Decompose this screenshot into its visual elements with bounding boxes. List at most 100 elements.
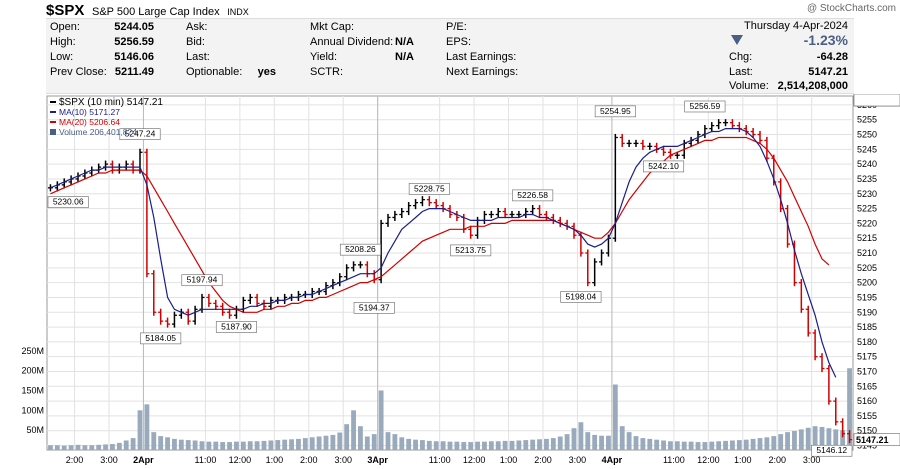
time-tick-label: 3:00 xyxy=(100,455,118,465)
volume-bar xyxy=(116,442,122,450)
annotation-box xyxy=(684,100,726,113)
volume-value: 2,514,208,000 xyxy=(777,80,848,92)
annotation-label: 5208.26 xyxy=(345,244,376,254)
annotation-label: 5213.75 xyxy=(455,245,486,255)
price-tick-label: 5255 xyxy=(857,115,877,125)
volume-bar xyxy=(165,437,170,450)
volume-bar xyxy=(840,430,846,450)
chg-value: -64.28 xyxy=(816,51,848,63)
price-tick-label: 5185 xyxy=(857,322,877,332)
ma10-axis-tag: 5171.27 xyxy=(856,94,889,96)
annotation-box xyxy=(339,243,381,256)
time-tick-label: 2:00 xyxy=(300,455,318,465)
volume-bar xyxy=(688,441,694,450)
volume-bar xyxy=(571,428,577,450)
volume-bar xyxy=(413,439,418,450)
volume-bar xyxy=(537,439,542,450)
volume-bar xyxy=(158,436,164,450)
volume-bar xyxy=(468,442,474,450)
volume-bar xyxy=(523,440,529,450)
volume-bar xyxy=(75,444,81,450)
annotation-label: 5197.94 xyxy=(187,275,218,285)
annotation-box xyxy=(140,332,182,345)
price-tick-label: 5160 xyxy=(857,396,877,406)
time-tick-label: 1:00 xyxy=(266,455,284,465)
volume-bar xyxy=(137,410,143,450)
volume-bar xyxy=(275,440,281,450)
time-tick-label: 11:00 xyxy=(663,455,685,465)
dividend-value: N/A xyxy=(395,36,414,48)
volume-bar xyxy=(96,444,102,450)
volume-bar xyxy=(385,432,391,450)
volume-bar xyxy=(826,428,832,450)
volume-bar xyxy=(482,441,487,450)
volume-bar xyxy=(344,424,350,450)
volume-bar xyxy=(681,441,687,450)
bid-label: Bid: xyxy=(186,36,205,48)
yield-value: N/A xyxy=(395,51,414,63)
volume-bar xyxy=(178,439,184,450)
last-value: 5147.21 xyxy=(808,66,848,78)
volume-bar xyxy=(426,440,432,450)
price-tick-label: 5195 xyxy=(857,292,877,302)
dividend-label: Annual Dividend: xyxy=(310,36,394,48)
volume-bar xyxy=(192,440,198,450)
ask-label: Ask: xyxy=(186,21,208,33)
last-price-tag: 5147.21 xyxy=(856,435,889,445)
annotation-label: 5242.10 xyxy=(648,161,679,171)
quote-panel: Open: 5244.05 High: 5256.59 Low: 5146.06… xyxy=(46,18,854,94)
price-tick-label: 5205 xyxy=(857,263,877,273)
volume-bar xyxy=(495,441,501,450)
annotation-label: 5194.37 xyxy=(359,302,390,312)
volume-bar xyxy=(516,440,522,450)
annotation-box xyxy=(811,444,853,457)
annotation-box xyxy=(643,160,685,173)
price-tick-label: 5210 xyxy=(857,248,877,258)
annotation-label: 5230.06 xyxy=(53,197,84,207)
ma20-line xyxy=(50,136,830,313)
volume-bar xyxy=(640,438,646,450)
annotation-label: 5226.58 xyxy=(517,190,548,200)
volume-bar xyxy=(833,429,839,450)
volume-bar xyxy=(792,430,797,450)
exchange: INDX xyxy=(227,7,249,17)
price-tick-label: 5180 xyxy=(857,337,877,347)
volume-bar xyxy=(530,439,536,450)
volume-bar xyxy=(48,445,53,450)
legend-entry: $SPX (10 min) 5147.21 xyxy=(59,97,163,108)
ma10-line xyxy=(50,127,837,378)
company-name: S&P 500 Large Cap Index xyxy=(91,6,220,18)
volume-bar xyxy=(626,432,632,450)
volume-bar xyxy=(578,422,584,450)
volume-bar xyxy=(130,438,136,450)
volume-bar xyxy=(592,434,598,450)
volume-bar xyxy=(736,440,742,450)
time-tick-label: 1:00 xyxy=(500,455,518,465)
volume-bar xyxy=(819,426,825,450)
volume-bar xyxy=(302,438,308,450)
volume-tick-label: 200M xyxy=(21,366,44,376)
annotation-label: 5187.90 xyxy=(221,321,252,331)
volume-bar xyxy=(502,440,508,450)
annotation-box xyxy=(181,274,223,287)
volume-bar xyxy=(289,439,294,450)
annotation-box xyxy=(47,196,89,208)
price-tick-label: 5200 xyxy=(857,278,877,288)
volume-bar xyxy=(247,441,253,450)
price-tick-label: 5170 xyxy=(857,366,877,376)
chart-title: $SPX S&P 500 Large Cap Index INDX xyxy=(46,2,249,19)
price-tick-label: 5190 xyxy=(857,307,877,317)
mktcap-label: Mkt Cap: xyxy=(310,21,355,33)
pe-label: P/E: xyxy=(446,21,467,33)
volume-bar xyxy=(296,438,301,450)
volume-bar xyxy=(757,438,763,450)
price-tick-label: 5155 xyxy=(857,411,877,421)
volume-bar xyxy=(268,440,274,450)
volume-bar xyxy=(240,441,246,450)
annotation-label: 5146.12 xyxy=(816,445,847,455)
plot-area xyxy=(46,95,854,451)
annotation-label: 5256.59 xyxy=(690,101,721,111)
volume-bar xyxy=(647,438,653,450)
annotation-box xyxy=(353,302,395,314)
